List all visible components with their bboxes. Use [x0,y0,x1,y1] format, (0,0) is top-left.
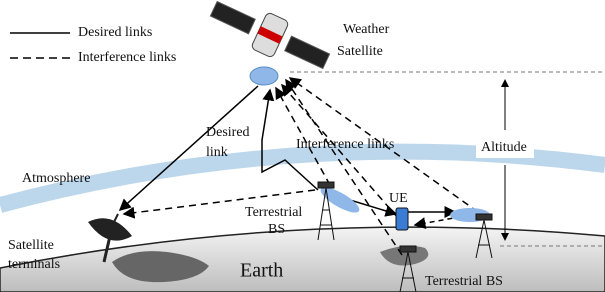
ue-phone [396,208,408,230]
label: Terrestrial BS [425,274,503,289]
label: BS [268,222,285,237]
legend-interference: Interference links [78,50,176,65]
desired-link [120,86,258,210]
label: Satellite [337,44,383,59]
legend-desired: Desired links [78,25,152,40]
label: terminals [8,257,60,272]
label: UE [389,191,408,206]
label: Interference links [296,137,394,152]
earth [0,227,605,292]
label: Satellite [8,238,54,253]
atmosphere-band [0,152,605,205]
label: Terrestrial [245,205,302,220]
label: Desired [206,125,250,140]
label: link [206,145,228,160]
label: Weather [343,22,390,37]
satellite-antenna [250,67,278,85]
label: Altitude [481,140,527,155]
label: Earth [240,260,283,282]
diagram: Desired links Interference links Weather… [0,0,605,292]
label: Atmosphere [22,171,90,186]
